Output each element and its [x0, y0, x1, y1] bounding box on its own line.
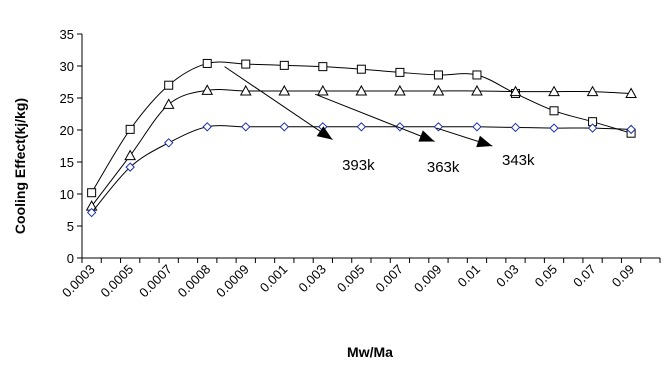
- x-tick-label: 0.0007: [136, 262, 175, 301]
- data-point: [394, 84, 406, 96]
- x-tick-label: 0.0008: [175, 262, 214, 301]
- data-point: [162, 98, 175, 109]
- data-point: [586, 85, 599, 97]
- x-tick-label: 0.0003: [59, 262, 98, 301]
- y-tick-label: 5: [67, 219, 74, 234]
- series-363k: [85, 84, 637, 211]
- data-point: [202, 122, 212, 132]
- data-point: [472, 122, 482, 132]
- data-point: [86, 207, 97, 218]
- data-point: [163, 138, 174, 148]
- data-point: [201, 84, 214, 95]
- data-point: [471, 84, 483, 96]
- data-point: [510, 122, 521, 133]
- data-point: [356, 122, 367, 132]
- x-tick-label: 0.0005: [98, 262, 137, 301]
- x-tick-label: 0.0009: [213, 262, 252, 301]
- x-tick-label: 0.005: [334, 262, 368, 296]
- data-point: [625, 87, 637, 99]
- y-tick-label: 15: [60, 155, 74, 170]
- data-point: [587, 123, 598, 133]
- annotation-393k: 393k: [224, 66, 375, 174]
- annotation-343k: 343k: [436, 127, 535, 169]
- data-point: [125, 124, 135, 134]
- y-axis-title: Cooling Effect(kj/kg): [12, 98, 28, 234]
- y-tick-label: 35: [60, 27, 74, 42]
- annotation-arrowhead: [316, 126, 333, 140]
- x-tick-label: 0.03: [493, 262, 522, 291]
- data-point: [356, 64, 366, 74]
- data-point: [433, 70, 443, 80]
- data-point: [316, 84, 329, 96]
- series-393k: [87, 58, 636, 198]
- data-point: [279, 60, 289, 70]
- annotation-arrow-line: [314, 93, 435, 142]
- data-point: [87, 188, 97, 198]
- data-point: [472, 70, 482, 80]
- x-tick-label: 0.01: [455, 262, 484, 291]
- y-tick-label: 25: [60, 91, 74, 106]
- data-point: [164, 80, 174, 90]
- annotation-arrow-line: [224, 66, 333, 141]
- x-tick-label: 0.07: [570, 262, 599, 291]
- data-point: [355, 84, 368, 96]
- data-point: [549, 106, 559, 116]
- annotation-arrowhead: [418, 130, 435, 142]
- data-point: [125, 162, 135, 172]
- annotation-label: 343k: [502, 152, 535, 169]
- data-point: [239, 84, 252, 96]
- x-tick-label: 0.009: [411, 262, 445, 296]
- annotation-363k: 363k: [314, 93, 460, 176]
- annotation-arrowhead: [476, 135, 493, 148]
- data-point: [241, 59, 251, 69]
- y-tick-label: 0: [67, 251, 74, 266]
- data-point: [124, 149, 137, 161]
- data-point: [202, 58, 212, 68]
- annotation-label: 393k: [342, 157, 375, 174]
- y-tick-label: 10: [60, 187, 74, 202]
- chart-series: [85, 58, 637, 218]
- data-point: [278, 84, 291, 96]
- data-point: [279, 122, 290, 132]
- x-tick-label: 0.05: [532, 262, 561, 291]
- y-tick-label: 30: [60, 59, 74, 74]
- x-axis-title: Mw/Ma: [347, 344, 393, 360]
- data-point: [549, 123, 559, 133]
- data-point: [318, 62, 328, 72]
- series-343k: [86, 122, 636, 218]
- y-tick-label: 20: [60, 123, 74, 138]
- data-point: [548, 85, 560, 97]
- x-tick-label: 0.003: [295, 262, 329, 296]
- annotation-label: 363k: [427, 159, 460, 176]
- data-point: [433, 122, 444, 132]
- data-point: [395, 67, 405, 77]
- data-point: [509, 85, 522, 97]
- x-tick-label: 0.001: [257, 262, 291, 296]
- data-point: [626, 124, 636, 135]
- data-point: [432, 84, 445, 96]
- chart-annotations: 393k 363k 343k: [224, 66, 535, 176]
- data-point: [241, 122, 251, 132]
- x-tick-label: 0.09: [609, 262, 638, 291]
- x-tick-label: 0.007: [372, 262, 406, 296]
